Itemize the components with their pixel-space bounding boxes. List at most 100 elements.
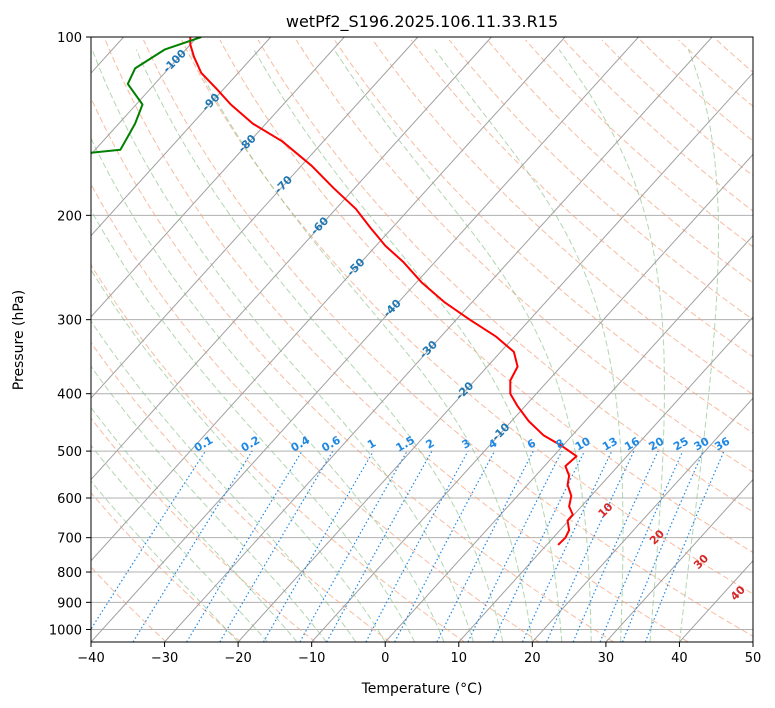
dry-adiabat-label: 30 (691, 552, 711, 572)
mixing-ratio-line (394, 450, 496, 642)
mixing-ratio-line (299, 450, 408, 642)
dry-adiabat (372, 39, 753, 396)
isotherm (91, 37, 345, 318)
y-tick-label: 900 (57, 596, 82, 611)
dry-adiabat (487, 39, 753, 284)
x-tick-label: 10 (451, 651, 468, 666)
dry-adiabat-label: 10 (596, 500, 616, 520)
x-tick-label: −10 (298, 651, 325, 666)
mixing-ratio-label: 1 (365, 437, 378, 452)
x-tick-label: 50 (745, 651, 762, 666)
moist-adiabat (91, 268, 386, 642)
isotherms (91, 37, 753, 642)
mixing-ratio-line (599, 450, 684, 642)
dry-adiabat (678, 39, 753, 108)
dry-adiabat (334, 39, 753, 434)
y-tick-label: 500 (57, 445, 82, 460)
isotherm (164, 37, 713, 642)
mixing-ratio-line (521, 450, 613, 642)
y-tick-label: 700 (57, 532, 82, 547)
moist-adiabat (253, 49, 563, 642)
mixing-ratio-line (492, 450, 586, 642)
x-tick-label: 40 (671, 651, 688, 666)
isotherm (679, 559, 753, 642)
isotherm (91, 37, 272, 237)
dry-adiabat (448, 39, 753, 321)
dry-adiabats (91, 39, 775, 642)
mixing-ratio-line (326, 450, 433, 642)
isotherm (91, 37, 566, 562)
moist-adiabat (91, 480, 239, 642)
mixing-ratio-line (436, 450, 534, 642)
moist-adiabat (558, 49, 665, 642)
isotherm (458, 316, 753, 642)
x-tick-label: 30 (598, 651, 615, 666)
dry-adiabat (104, 39, 689, 642)
mixing-ratio-lines (91, 450, 725, 642)
dry-adiabat (525, 39, 753, 248)
moist-adiabat (91, 49, 474, 642)
profile-series (91, 37, 578, 546)
chart-title: wetPf2_S196.2025.106.11.33.R15 (286, 12, 558, 32)
dry-adiabat (91, 492, 242, 642)
moist-adiabat (91, 137, 445, 642)
mixing-ratio-line (644, 450, 725, 642)
mixing-ratio-line (622, 450, 704, 642)
mixing-ratio-line (365, 450, 469, 642)
moist-adiabat (434, 49, 624, 642)
x-tick-label: 0 (381, 651, 389, 666)
y-tick-label: 200 (57, 209, 82, 224)
isotherm (531, 397, 753, 642)
dewpoint-line (91, 37, 202, 154)
y-tick-label: 600 (57, 492, 82, 507)
y-tick-label: 1000 (49, 623, 82, 638)
mixing-ratio-line (91, 450, 206, 631)
mixing-ratio-label: 6 (525, 436, 538, 451)
x-axis-label: Temperature (°C) (361, 681, 483, 697)
y-axis-ticks: 1000 900 800 700 600 500 400 300 200 100 (49, 31, 91, 638)
dry-adiabat (91, 264, 465, 642)
dry-adiabat (295, 39, 753, 473)
moist-adiabat (188, 49, 533, 642)
mixing-ratio-line (186, 450, 303, 642)
dry-adiabat (755, 40, 775, 642)
isotherm (91, 37, 492, 481)
moist-adiabat (91, 444, 268, 642)
y-tick-label: 400 (57, 388, 82, 403)
dry-adiabat-label: 20 (647, 527, 667, 547)
mixing-ratio-label: 2 (424, 437, 437, 452)
isotherm (752, 641, 753, 642)
dry-adiabat (410, 39, 753, 358)
mixing-ratio-line (572, 450, 659, 642)
moist-adiabats (91, 49, 719, 642)
isotherm (311, 153, 753, 642)
x-axis-ticks: −40 −30 −20 −10 0 10 20 30 40 50 (77, 642, 761, 666)
moist-adiabat (135, 49, 504, 642)
plot-frame (90, 36, 754, 643)
x-tick-label: −20 (224, 651, 251, 666)
dry-adiabat (716, 39, 753, 73)
dry-adiabat-label: 40 (728, 583, 748, 603)
dry-adiabat (181, 39, 753, 595)
dry-adiabat (91, 417, 316, 642)
x-tick-label: −30 (151, 651, 178, 666)
y-axis-label: Pressure (hPa) (11, 290, 27, 390)
dry-adiabat (91, 341, 391, 642)
moist-adiabat (333, 49, 592, 642)
dry-adiabat (563, 39, 753, 212)
mixing-ratio-line (467, 450, 563, 642)
y-tick-label: 300 (57, 314, 82, 329)
moist-adiabat (678, 49, 719, 642)
mixing-ratio-line (132, 450, 253, 642)
dry-adiabat (143, 39, 753, 637)
x-tick-label: 20 (524, 651, 541, 666)
dry-adiabat (639, 39, 753, 142)
isotherm (91, 37, 419, 399)
isotherm (91, 37, 639, 642)
y-tick-label: 800 (57, 566, 82, 581)
dry-adiabat (91, 96, 614, 642)
isotherm (605, 478, 753, 642)
